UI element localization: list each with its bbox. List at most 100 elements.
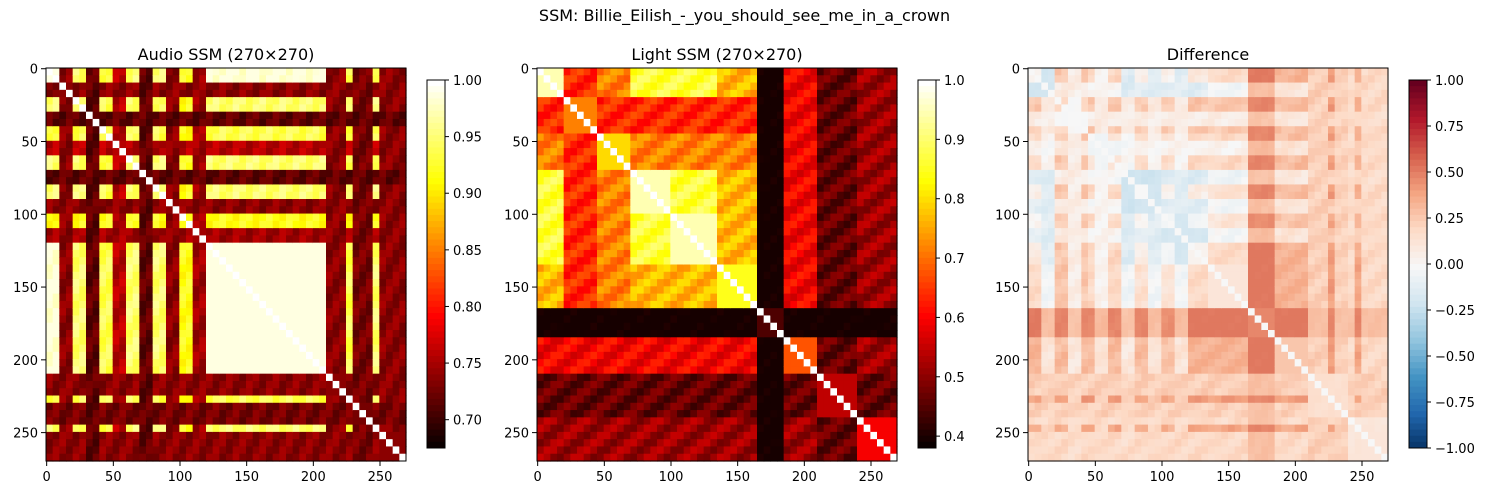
heatmap-cell — [399, 395, 407, 404]
heatmap-cell — [52, 388, 60, 397]
heatmap-cell — [697, 89, 705, 98]
heatmap-cell — [617, 286, 625, 295]
heatmap-cell — [306, 344, 314, 353]
heatmap-cell — [292, 68, 300, 76]
heatmap-cell — [543, 431, 551, 440]
heatmap-cell — [603, 388, 611, 397]
heatmap-cell — [319, 118, 327, 127]
heatmap-cell — [386, 279, 394, 287]
heatmap-cell — [186, 330, 194, 338]
heatmap-cell — [617, 184, 625, 193]
heatmap-cell — [279, 417, 287, 426]
heatmap-cell — [663, 75, 671, 84]
colorbar-tick-label: 1.00 — [453, 74, 482, 89]
heatmap-cell — [106, 104, 114, 113]
heatmap-cell — [603, 242, 611, 251]
heatmap-cell — [386, 220, 394, 229]
heatmap-cell — [637, 380, 645, 389]
heatmap-cell — [583, 118, 591, 127]
heatmap-cell — [72, 264, 80, 273]
heatmap-cell — [232, 410, 240, 418]
heatmap-cell — [232, 242, 240, 251]
heatmap-cell — [750, 395, 758, 404]
heatmap-cell — [226, 206, 234, 215]
heatmap-cell — [119, 228, 127, 236]
heatmap-cell — [563, 351, 571, 360]
heatmap-cell — [399, 206, 407, 215]
colorbar-segment — [427, 122, 445, 130]
heatmap-cell — [79, 293, 87, 302]
heatmap-cell — [179, 453, 187, 462]
heatmap-cell — [603, 169, 611, 178]
heatmap-cell — [199, 126, 207, 135]
heatmap-cell — [386, 453, 394, 462]
heatmap-cell — [610, 162, 618, 171]
heatmap-cell — [717, 286, 725, 295]
heatmap-cell — [212, 228, 220, 236]
heatmap-cell — [386, 177, 394, 186]
heatmap-cell — [603, 191, 611, 200]
heatmap-cell — [757, 380, 765, 389]
heatmap-cell — [259, 199, 267, 207]
heatmap-cell — [132, 206, 140, 215]
heatmap-cell — [750, 155, 758, 164]
heatmap-cell — [79, 286, 87, 295]
heatmap-cell — [272, 293, 280, 302]
heatmap-cell — [179, 439, 187, 448]
heatmap-cell — [279, 257, 287, 266]
colorbar-segment — [427, 178, 445, 185]
heatmap-cell — [152, 446, 160, 455]
heatmap-cell — [319, 184, 327, 193]
heatmap-cell — [59, 228, 67, 236]
heatmap-cell — [46, 337, 54, 346]
heatmap-cell — [710, 264, 718, 273]
heatmap-cell — [259, 431, 267, 440]
heatmap-cell — [730, 279, 738, 287]
heatmap-cell — [737, 89, 745, 98]
heatmap-cell — [670, 402, 678, 411]
heatmap-cell — [703, 279, 711, 287]
heatmap-cell — [703, 82, 711, 91]
heatmap-cell — [603, 75, 611, 84]
heatmap-cell — [372, 97, 380, 105]
heatmap-cell — [610, 373, 618, 382]
heatmap-cell — [326, 439, 334, 448]
heatmap-cell — [119, 286, 127, 295]
heatmap-cell — [86, 169, 94, 178]
heatmap-cell — [166, 388, 174, 397]
heatmap-cell — [763, 148, 771, 156]
heatmap-cell — [757, 184, 765, 193]
heatmap-cell — [670, 431, 678, 440]
heatmap-cell — [637, 322, 645, 331]
heatmap-cell — [172, 191, 180, 200]
heatmap-cell — [266, 344, 274, 353]
heatmap-cell — [657, 68, 665, 76]
heatmap-cell — [246, 308, 254, 317]
heatmap-cell — [72, 104, 80, 113]
heatmap-cell — [597, 89, 605, 98]
heatmap-cell — [723, 104, 731, 113]
heatmap-cell — [399, 111, 407, 120]
heatmap-cell — [372, 344, 380, 353]
heatmap-cell — [750, 410, 758, 418]
heatmap-cell — [232, 330, 240, 338]
heatmap-cell — [590, 351, 598, 360]
heatmap-cell — [650, 228, 658, 236]
heatmap-cell — [570, 264, 578, 273]
heatmap-cell — [92, 293, 100, 302]
heatmap-cell — [299, 126, 307, 135]
heatmap-cell — [52, 322, 60, 331]
plot-frame-audio — [45, 67, 407, 462]
heatmap-cell — [259, 373, 267, 382]
heatmap-cell — [166, 220, 174, 229]
heatmap-cell — [590, 213, 598, 222]
heatmap-cell — [392, 366, 400, 375]
heatmap-cell — [603, 373, 611, 382]
heatmap-cell — [126, 242, 134, 251]
heatmap-cell — [717, 162, 725, 171]
heatmap-cell — [710, 206, 718, 215]
heatmap-cell — [723, 293, 731, 302]
heatmap-cell — [386, 395, 394, 404]
heatmap-cell — [266, 279, 274, 287]
heatmap-cell — [199, 402, 207, 411]
